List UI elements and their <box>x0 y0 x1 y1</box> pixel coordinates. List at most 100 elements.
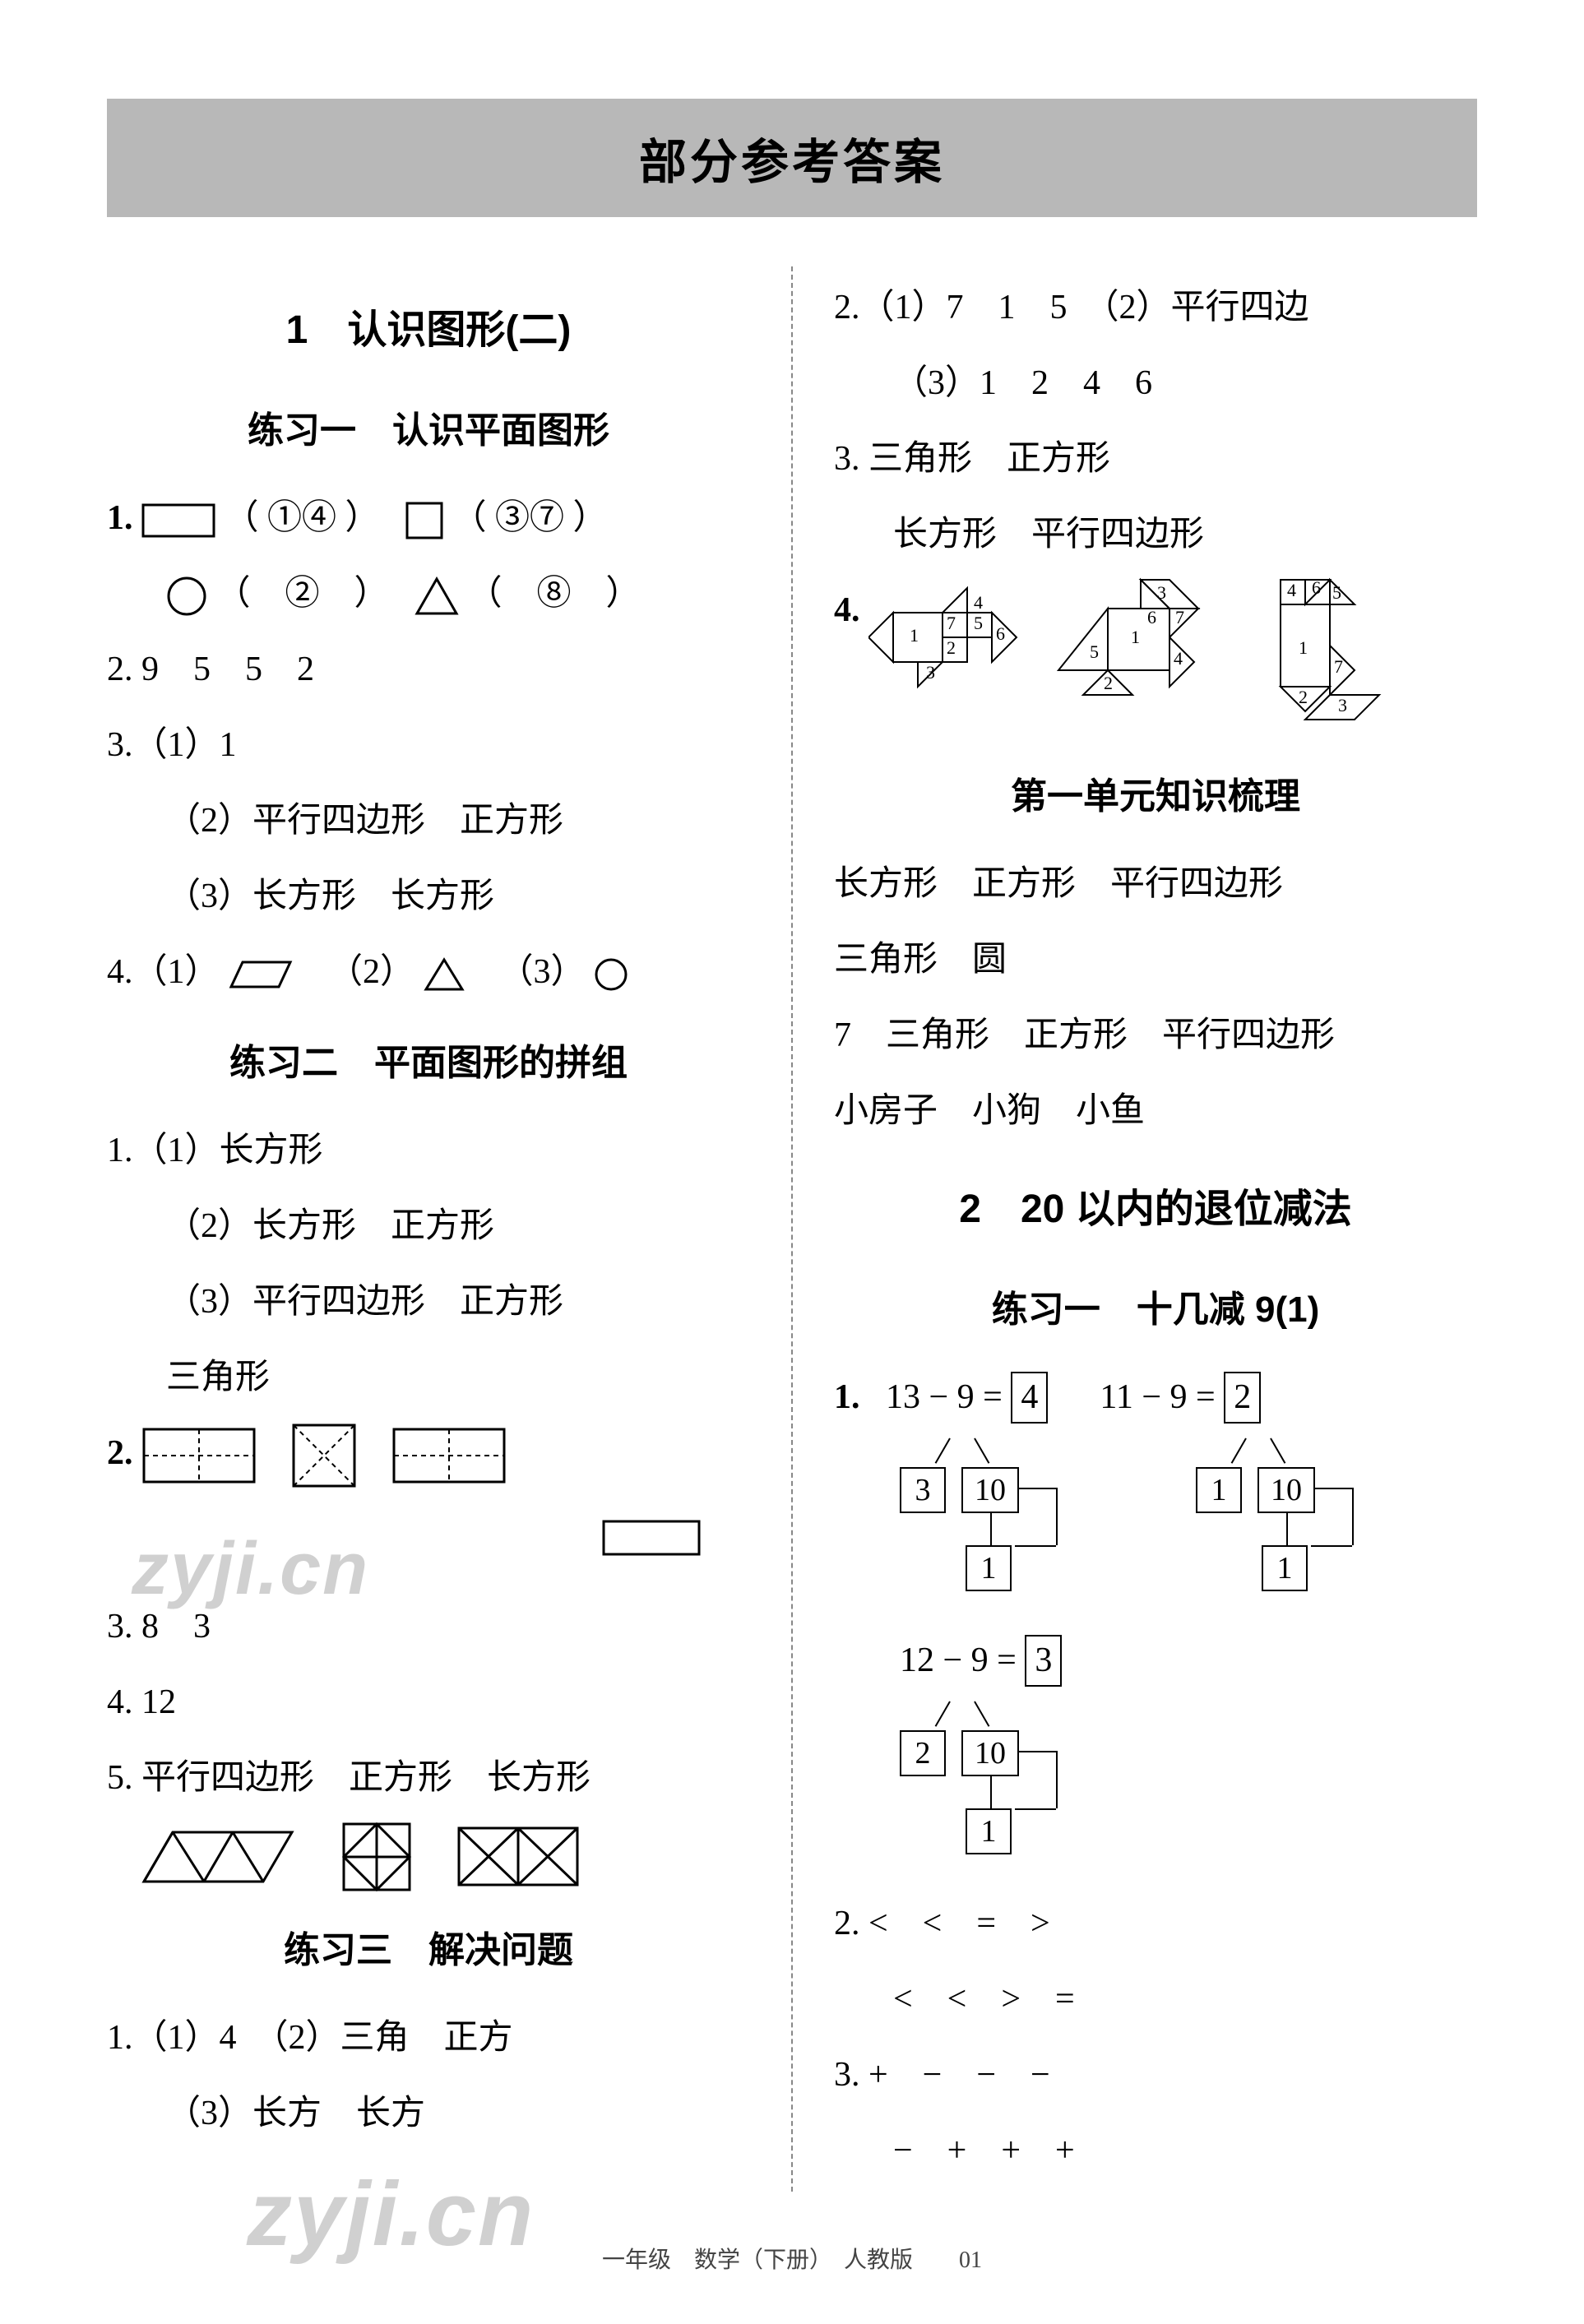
c2-q3-l2: − + + + <box>834 2116 1477 2185</box>
tangram-dog-icon: 3 7 1 5 4 2 6 <box>1050 576 1239 715</box>
dashed-rect-icon <box>391 1427 507 1484</box>
ex1-q1-line1: 1. （ ①④ ） （ ③⑦ ） <box>107 484 750 553</box>
ex3-q1-3: （3）长方 长方 <box>107 2079 750 2148</box>
r-q2: 2.（1）7 1 5 （2）平行四边 <box>834 273 1477 342</box>
svg-text:7: 7 <box>947 613 956 633</box>
exercise-1-title: 练习一 认识平面图形 <box>107 395 750 467</box>
label: （3） <box>499 953 586 991</box>
banner-title: 部分参考答案 <box>107 123 1477 192</box>
chapter-2-title: 2 20 以内的退位减法 <box>834 1170 1477 1249</box>
ans: （ ③⑦ ） <box>452 499 608 537</box>
square-icon <box>405 502 443 539</box>
right-column: 2.（1）7 1 5 （2）平行四边 （3）1 2 4 6 3. 三角形 正方形… <box>834 266 1477 2192</box>
decomp-diagram-1: 3 10 1 <box>883 1438 1097 1619</box>
ans: （ ② ） <box>216 575 389 613</box>
ex1-q3-2: （2）平行四边形 正方形 <box>107 786 750 855</box>
svg-text:4: 4 <box>1287 580 1296 600</box>
cell: 1 <box>1196 1467 1242 1513</box>
square-diamond-icon <box>340 1820 414 1894</box>
ex2-q5: 5. 平行四边形 正方形 长方形 <box>107 1743 750 1812</box>
svg-text:5: 5 <box>1332 582 1341 603</box>
unit1-l1: 长方形 正方形 平行四边形 <box>834 850 1477 919</box>
ex2-q1-2: （2）长方形 正方形 <box>107 1192 750 1261</box>
decomp-diagram-3: 2 10 1 <box>883 1701 1097 1882</box>
ex2-q2: 2. <box>107 1419 750 1488</box>
page-footer: 一年级 数学（下册） 人教版 01 <box>0 2242 1584 2275</box>
svg-text:3: 3 <box>1338 695 1347 715</box>
ans: （ ⑧ ） <box>468 575 641 613</box>
triangle-icon <box>424 957 465 992</box>
ex2-q5-shapes <box>107 1819 750 1893</box>
svg-text:5: 5 <box>974 613 983 633</box>
answer-box: 4 <box>1011 1372 1048 1424</box>
cell: 10 <box>961 1467 1019 1513</box>
svg-text:6: 6 <box>1312 577 1321 598</box>
cell: 10 <box>961 1730 1019 1776</box>
svg-text:4: 4 <box>1174 648 1183 669</box>
r-q3b: 长方形 平行四边形 <box>834 500 1477 569</box>
rect-x-icon <box>456 1826 580 1887</box>
ex2-q3: 3. 8 3 <box>107 1592 750 1661</box>
ex2-q1-3b: 三角形 <box>107 1343 750 1412</box>
eq3-lhs: 12 − 9 = <box>900 1641 1017 1679</box>
page-banner: 部分参考答案 <box>107 99 1477 217</box>
svg-text:6: 6 <box>996 623 1005 644</box>
dashed-square-x-icon <box>291 1423 357 1488</box>
c2-q2-l2: < < > = <box>834 1965 1477 2034</box>
ex3-q1-1: 1.（1）4 （2）三角 正方 <box>107 2003 750 2072</box>
unit1-title: 第一单元知识梳理 <box>834 761 1477 833</box>
q-number: 4. <box>834 591 860 629</box>
unit1-l2: 三角形 圆 <box>834 925 1477 994</box>
svg-text:1: 1 <box>910 625 919 646</box>
svg-text:2: 2 <box>947 637 956 658</box>
eq3-line: 12 − 9 = 3 <box>834 1626 1477 1695</box>
answer-box: 2 <box>1224 1372 1261 1424</box>
unit1-l4: 小房子 小狗 小鱼 <box>834 1076 1477 1146</box>
column-divider <box>791 266 793 2192</box>
r-q2b: （3）1 2 4 6 <box>834 349 1477 418</box>
tangram-fish-icon: 1 7 4 5 2 3 6 <box>868 576 1041 715</box>
q-number: 2. <box>107 1434 133 1472</box>
cell: 2 <box>900 1730 946 1776</box>
c2-q3-l1: 3. + − − − <box>834 2040 1477 2109</box>
small-rect-icon <box>602 1520 701 1556</box>
triangle-icon <box>415 576 459 616</box>
tangram-cat-icon: 4 6 5 1 7 2 3 <box>1248 576 1396 740</box>
chapter-1-title: 1 认识图形(二) <box>107 291 750 370</box>
q-number: 1. <box>834 1378 860 1416</box>
answer-box: 3 <box>1025 1635 1062 1687</box>
svg-text:1: 1 <box>1131 627 1140 647</box>
svg-text:7: 7 <box>1175 607 1184 627</box>
left-column: 1 认识图形(二) 练习一 认识平面图形 1. （ ①④ ） （ ③⑦ ） （ … <box>107 266 750 2192</box>
decomp-row-2: 2 10 1 <box>834 1701 1477 1882</box>
label: 4.（1） <box>107 953 220 991</box>
exercise-2-title: 练习二 平面图形的拼组 <box>107 1027 750 1100</box>
unit1-l3: 7 三角形 正方形 平行四边形 <box>834 1001 1477 1070</box>
label: （2） <box>328 953 415 991</box>
ex2-q1-3: （3）平行四边形 正方形 <box>107 1267 750 1336</box>
svg-text:3: 3 <box>1157 582 1166 603</box>
cell: 3 <box>900 1467 946 1513</box>
rectangle-icon <box>141 503 215 538</box>
c2-q2-l1: 2. < < = > <box>834 1889 1477 1958</box>
cell: 1 <box>966 1808 1012 1854</box>
ex1-q3-1: 3.（1）1 <box>107 711 750 780</box>
eq2-lhs: 11 − 9 = <box>1100 1378 1215 1416</box>
exercise-3-title: 练习三 解决问题 <box>107 1914 750 1987</box>
svg-text:4: 4 <box>974 592 983 613</box>
svg-text:1: 1 <box>1299 637 1308 658</box>
svg-text:2: 2 <box>1104 673 1113 693</box>
svg-text:6: 6 <box>1147 607 1156 627</box>
parallelogram-icon <box>228 959 294 990</box>
q-number: 1. <box>107 499 141 537</box>
circle-icon <box>166 576 207 617</box>
c2-exercise-1-title: 练习一 十几减 9(1) <box>834 1274 1477 1346</box>
ex1-q2: 2. 9 5 5 2 <box>107 635 750 704</box>
ans: （ ①④ ） <box>225 499 380 537</box>
ex2-q4: 4. 12 <box>107 1668 750 1737</box>
c2-q1: 1. 13 − 9 = 4 11 − 9 = 2 <box>834 1363 1477 1432</box>
dashed-rect-icon <box>141 1427 257 1484</box>
ex2-q1-1: 1.（1）长方形 <box>107 1116 750 1185</box>
cell: 10 <box>1257 1467 1315 1513</box>
cell: 1 <box>1262 1545 1308 1591</box>
